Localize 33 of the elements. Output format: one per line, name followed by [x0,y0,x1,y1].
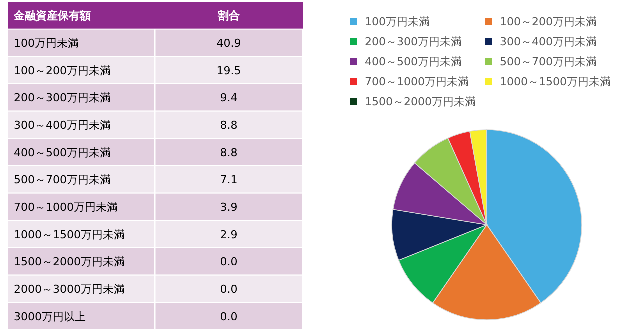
data-label: 2.9 [220,228,238,242]
category-label: 1500～2000万円未満 [14,256,125,269]
legend-label: 400～500万円未満 [365,56,462,68]
legend-label: 100～200万円未満 [500,16,597,28]
data-label: 0.0 [220,310,238,324]
data-label: 40.9 [216,37,242,50]
data-label: 9.4 [220,92,238,105]
data-label: 8.8 [220,146,238,160]
data-label: 8.8 [220,119,238,132]
category-label: 700～1000万円未満 [14,201,118,214]
legend-label: 300～400万円未満 [500,36,597,48]
legend-label: 1000～1500万円未満 [500,76,611,88]
legend-label: 1500～2000万円未満 [365,96,476,108]
category-label: 2000～3000万円未満 [14,283,125,296]
legend-label: 200～300万円未満 [365,36,462,48]
data-label: 3.9 [220,201,238,214]
data-label: 7.1 [220,174,238,187]
category-label: 1000～1500万円未満 [14,228,125,242]
data-label: 0.0 [220,256,238,269]
category-label: 300～400万円未満 [14,119,111,132]
category-label: 200～300万円未満 [14,92,111,105]
category-label: 400～500万円未満 [14,146,111,160]
text: 金融資産保有額 [13,10,91,23]
category-label: 100万円未満 [14,37,79,50]
data-label: 19.5 [216,64,242,78]
category-label: 100～200万円未満 [14,64,111,78]
legend-label: 500～700万円未満 [500,56,597,68]
category-label: 500～700万円未満 [14,174,111,187]
text: 割合 [217,10,241,23]
legend-label: 700～1000万円未満 [365,76,469,88]
data-label: 0.0 [220,283,238,296]
legend-label: 100万円未満 [365,16,430,28]
category-label: 3000万円以上 [14,310,86,324]
